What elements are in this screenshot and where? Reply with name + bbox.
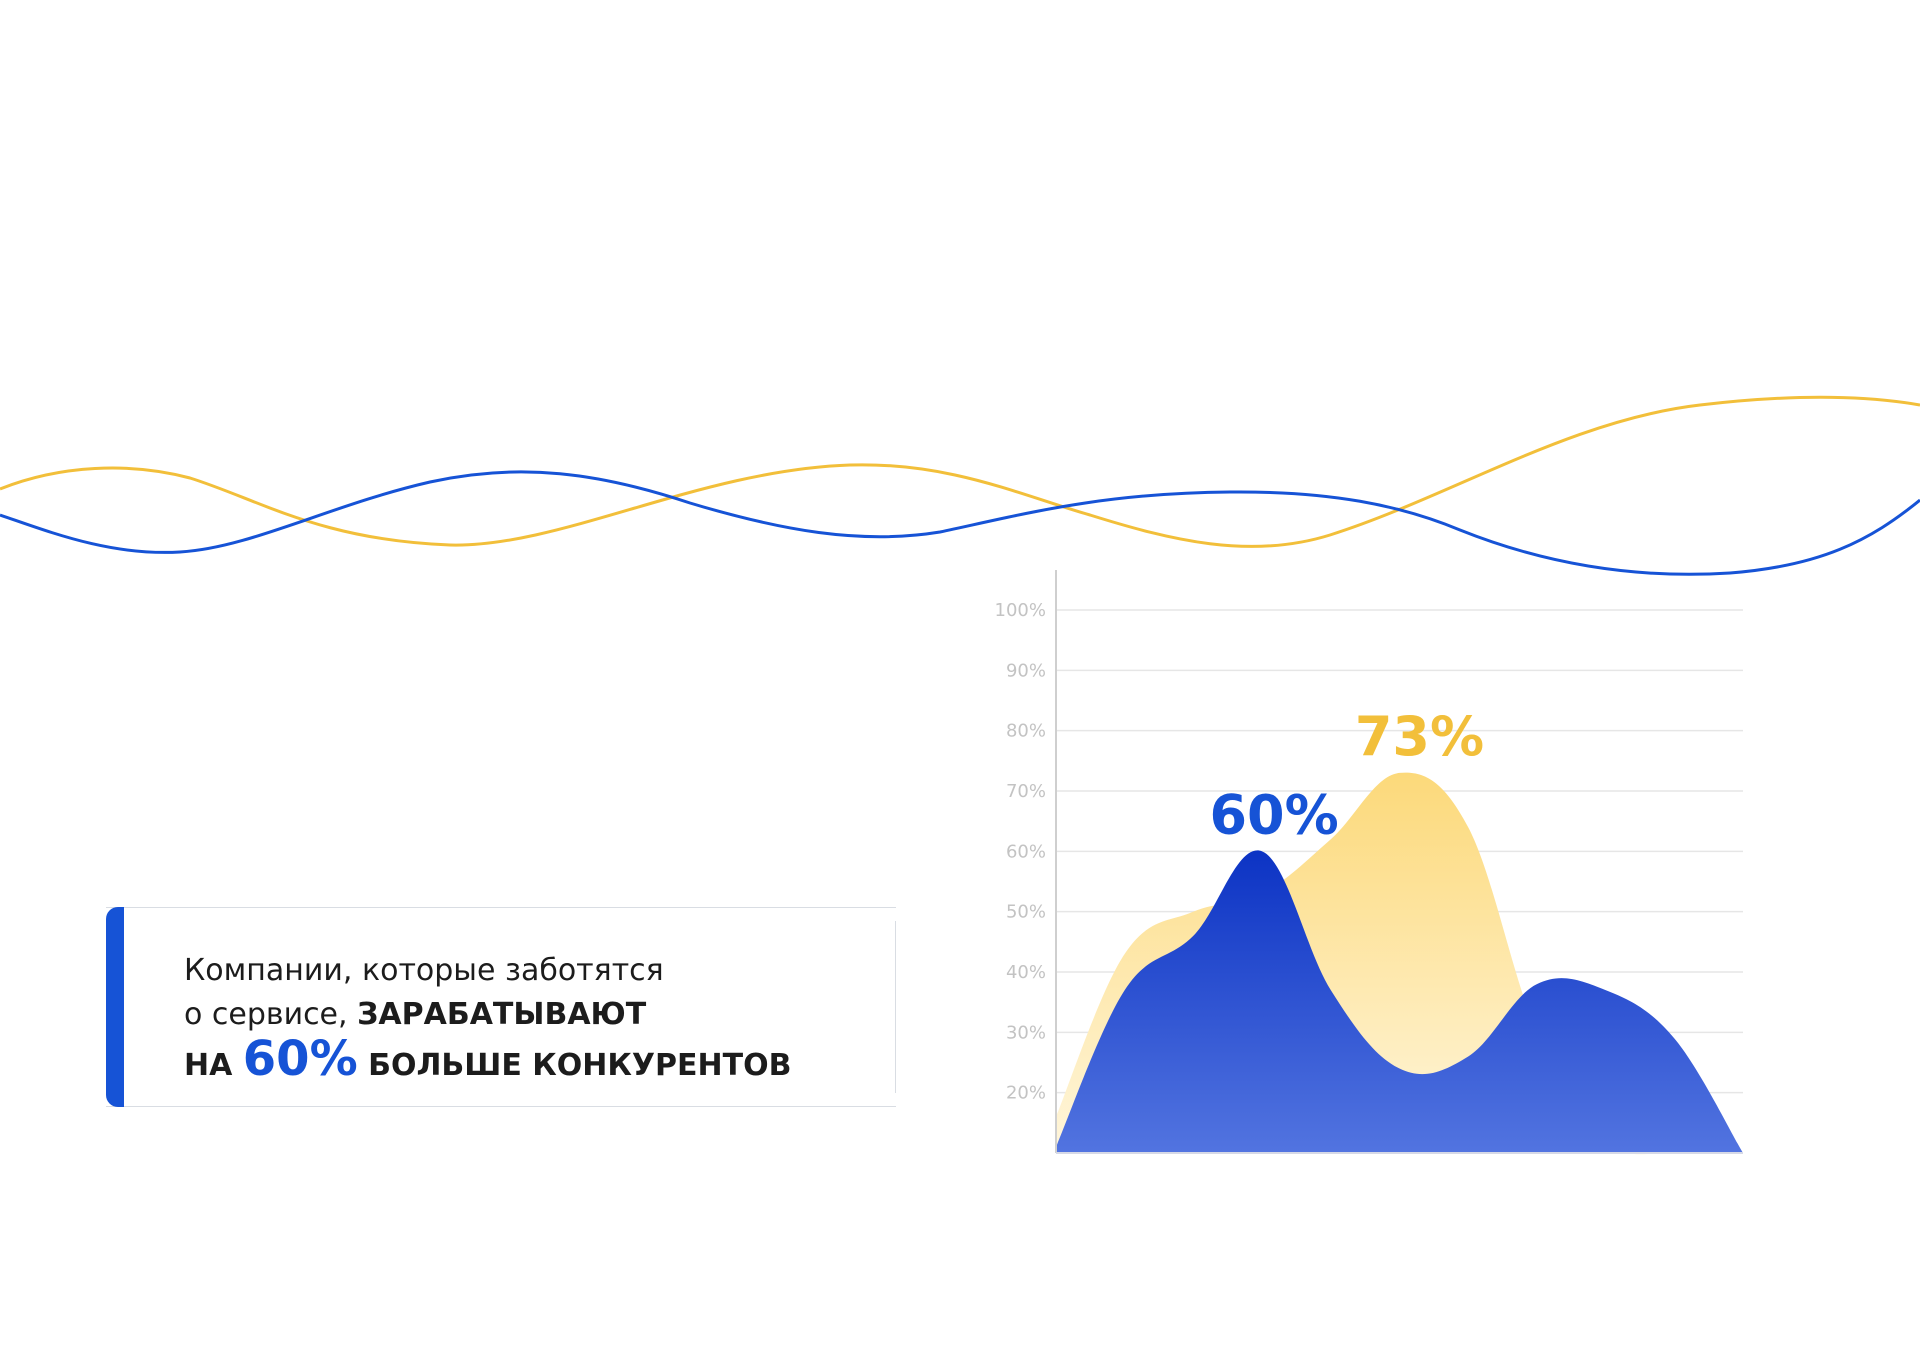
callout-line-2: о сервисе, ЗАРАБАТЫВАЮТ — [184, 993, 884, 1037]
callout-highlight-value: 60% — [242, 1031, 358, 1087]
y-tick-label-30: 30% — [1006, 1022, 1046, 1043]
y-tick-label-20: 20% — [1006, 1083, 1046, 1104]
callout-card: Компании, которые заботятся о сервисе, З… — [106, 907, 896, 1107]
yellow-wave-line — [0, 395, 1920, 548]
y-tick-label-80: 80% — [1006, 721, 1046, 742]
peak-label-series-1: 60% — [1209, 783, 1338, 846]
callout-line-1: Компании, которые заботятся — [184, 949, 884, 993]
y-tick-label-50: 50% — [1006, 902, 1046, 923]
chart-series — [1056, 772, 1743, 1155]
y-tick-label-90: 90% — [1006, 660, 1046, 681]
y-tick-label-100: 100% — [995, 600, 1046, 621]
callout-accent-bar — [106, 907, 124, 1107]
callout-border — [106, 907, 896, 1107]
callout-line-3-prefix: НА — [184, 1048, 243, 1083]
callout-line-3-suffix: БОЛЬШЕ КОНКУРЕНТОВ — [357, 1048, 792, 1083]
y-tick-label-70: 70% — [1006, 781, 1046, 802]
chart-labels: 73% 60% — [1209, 705, 1484, 846]
callout-text: Компании, которые заботятся о сервисе, З… — [184, 949, 884, 1088]
chart-axes — [1055, 570, 1743, 1154]
blue-wave-line — [0, 470, 1920, 576]
area-series-1 — [1056, 850, 1743, 1153]
y-tick-label-60: 60% — [1006, 841, 1046, 862]
callout-line-1-text: Компании, которые заботятся — [184, 953, 664, 988]
callout-line-2-plain: о сервисе, — [184, 997, 358, 1032]
y-tick-label-40: 40% — [1006, 962, 1046, 983]
callout-right-border — [895, 921, 896, 1093]
callout-line-2-bold: ЗАРАБАТЫВАЮТ — [357, 997, 647, 1032]
callout-line-3: НА 60% БОЛЬШЕ КОНКУРЕНТОВ — [184, 1035, 884, 1088]
peak-label-series-0: 73% — [1355, 705, 1484, 768]
